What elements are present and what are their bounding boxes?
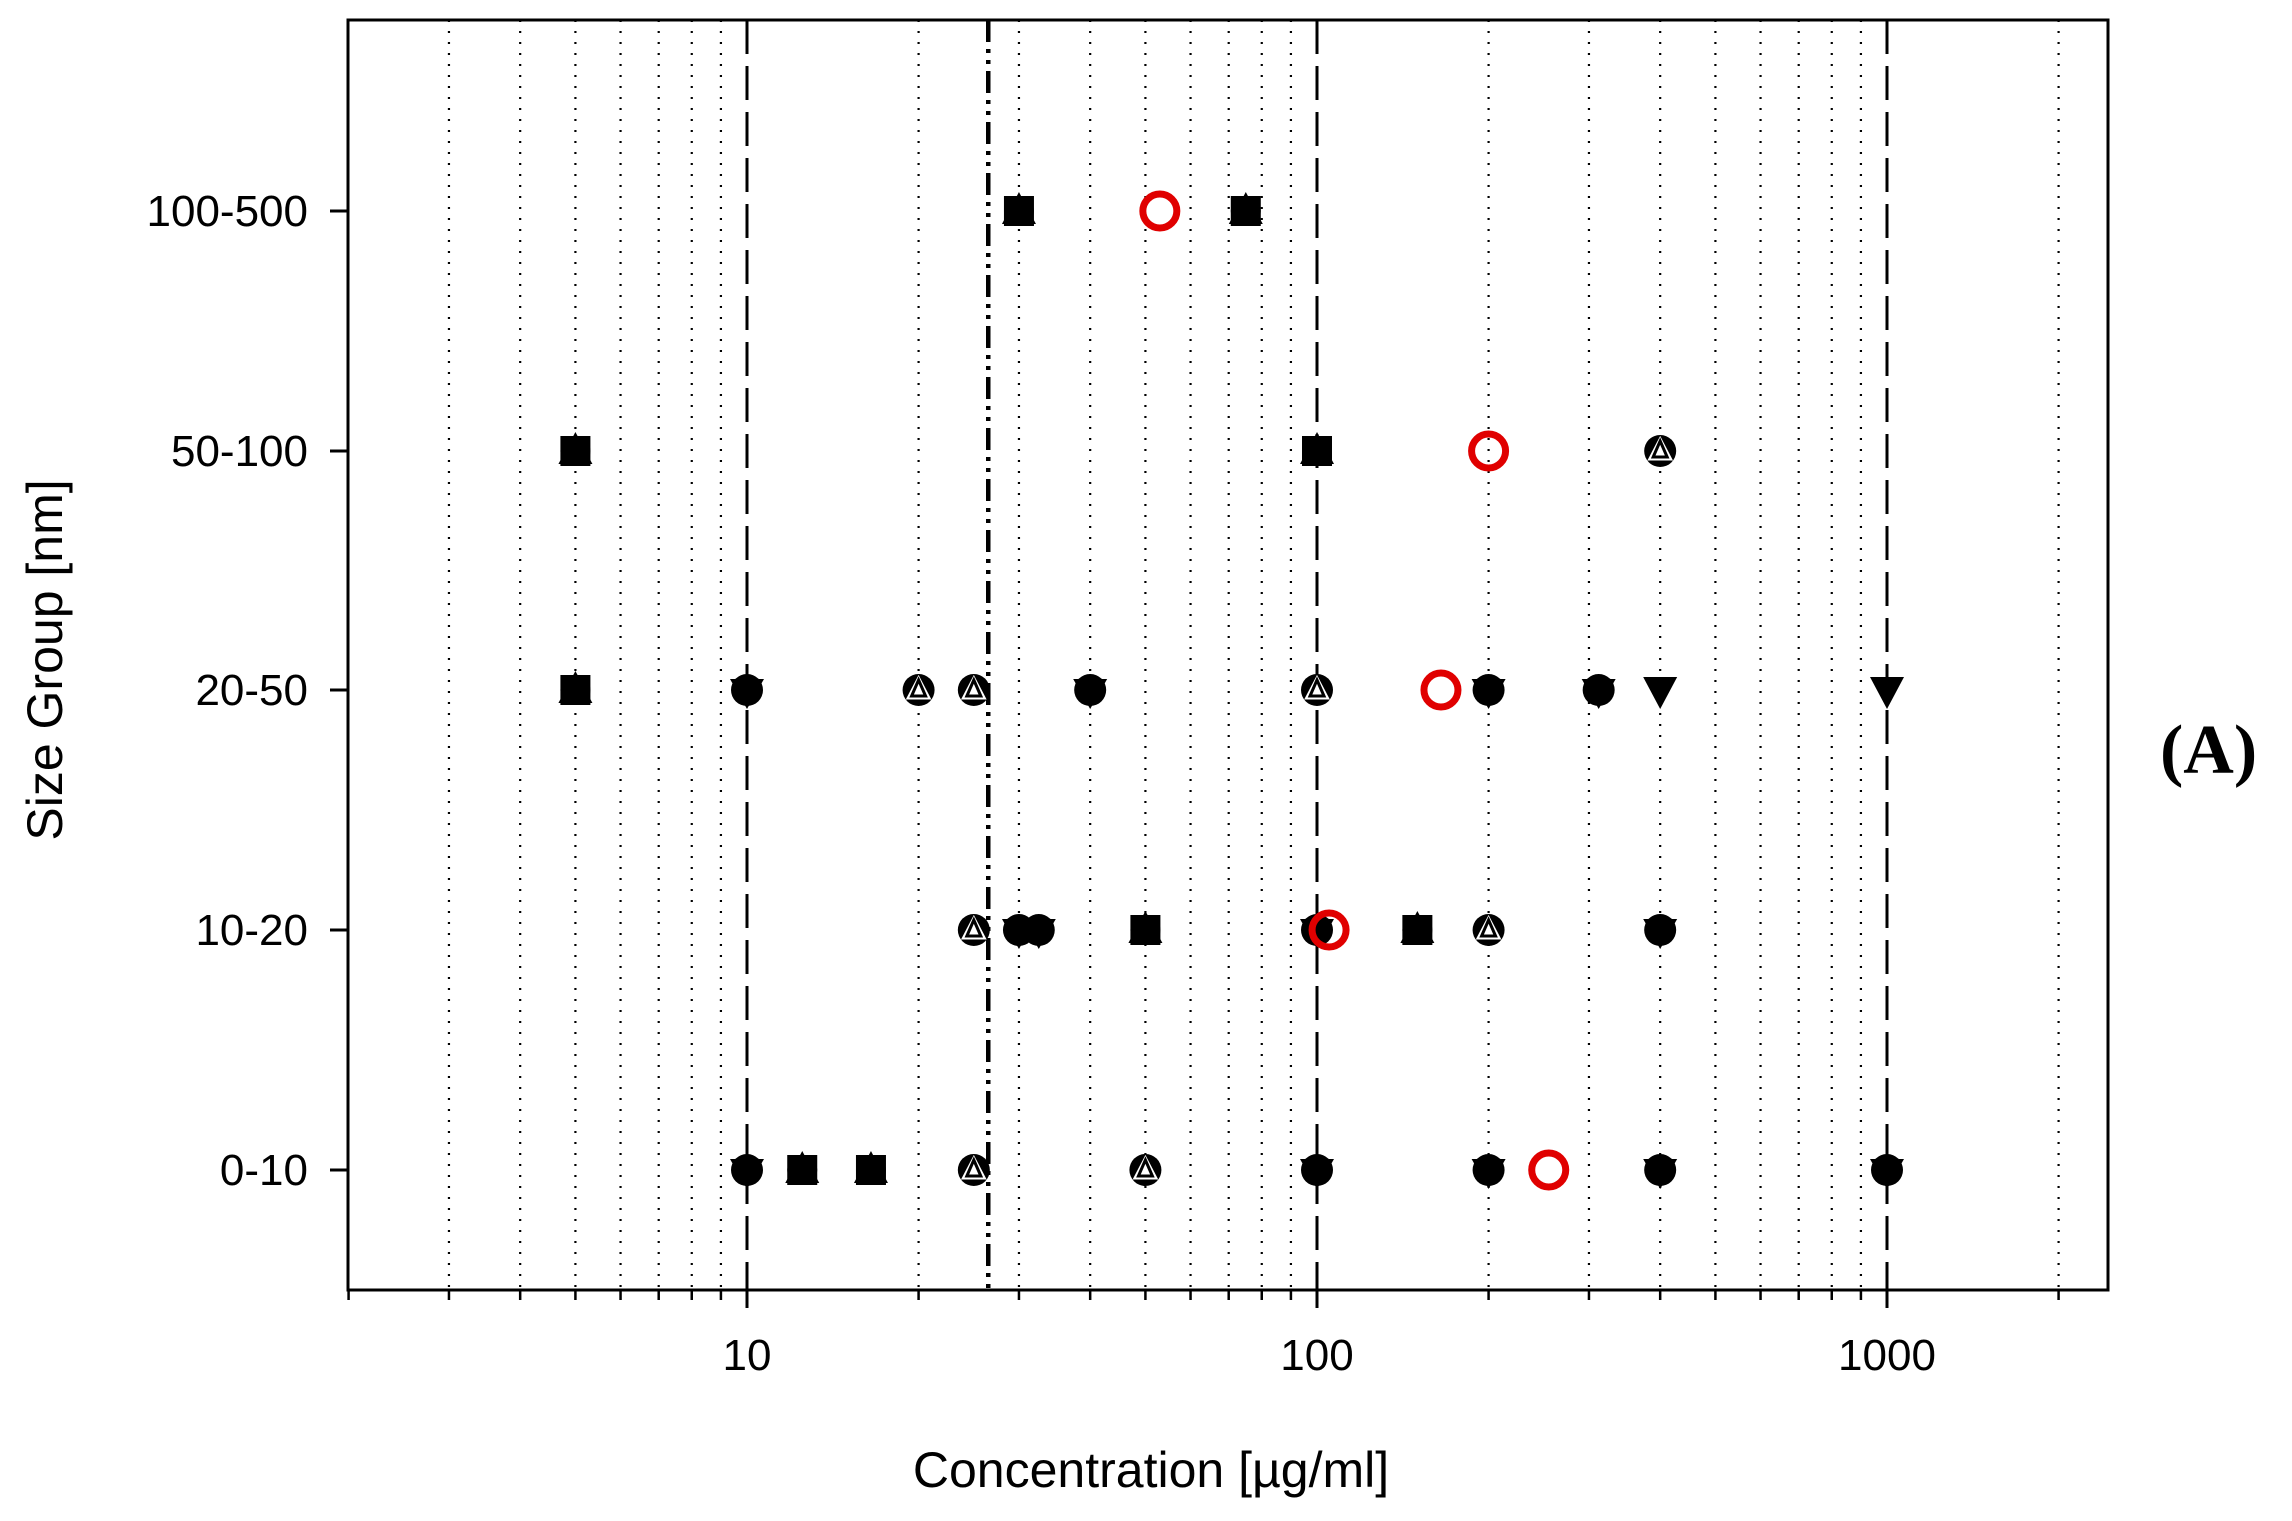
axis-ticks: 10 100 1000 0-10 10-20 20-50 50-100 100-500 bbox=[147, 187, 2060, 1380]
data-point-red-open-circle bbox=[1308, 909, 1350, 951]
marker-triangle bbox=[785, 1151, 820, 1183]
data-point-filled-circle bbox=[730, 1154, 764, 1189]
data-point-filled-circle bbox=[1870, 1154, 1904, 1189]
data-point-filled-circle bbox=[1073, 674, 1108, 709]
data-point-open-triangle bbox=[1472, 914, 1505, 946]
data-point-filled-square bbox=[1128, 911, 1163, 945]
y-tick-label: 50-100 bbox=[171, 427, 308, 476]
data-point-filled-circle bbox=[1021, 914, 1056, 949]
marker-triangle bbox=[1228, 192, 1263, 224]
data-point-open-triangle bbox=[957, 674, 990, 706]
marker-triangle bbox=[1400, 911, 1435, 943]
data-point-filled-circle bbox=[1300, 1154, 1334, 1189]
marker-open-triangle-outline bbox=[1136, 1156, 1155, 1178]
data-point-open-triangle bbox=[957, 914, 990, 946]
data-point-filled-circle bbox=[1581, 674, 1616, 709]
marker-triangle bbox=[1471, 679, 1506, 709]
data-point-red-open-circle bbox=[1139, 190, 1181, 232]
y-axis-label: Size Group [nm] bbox=[17, 479, 73, 840]
data-point-open-triangle bbox=[957, 1154, 990, 1186]
marker-open-triangle-outline bbox=[964, 1156, 984, 1178]
marker-triangle bbox=[1643, 1159, 1678, 1189]
data-point-filled-triangle-down bbox=[1870, 677, 1904, 709]
data-point-filled-square bbox=[1001, 192, 1036, 226]
x-tick-label: 10 bbox=[723, 1331, 772, 1380]
data-point-filled-circle bbox=[1471, 674, 1506, 709]
marker-triangle bbox=[1128, 911, 1163, 943]
data-point-filled-square bbox=[558, 671, 593, 705]
data-markers bbox=[558, 190, 1904, 1191]
marker-open-triangle-outline bbox=[964, 676, 984, 698]
y-tick-label: 10-20 bbox=[195, 906, 308, 955]
panel-label: (A) bbox=[2160, 712, 2257, 789]
marker-triangle bbox=[1870, 1159, 1904, 1189]
reference-lines bbox=[745, 20, 1889, 1290]
data-point-filled-square bbox=[785, 1151, 820, 1185]
y-tick-label: 0-10 bbox=[220, 1146, 308, 1195]
marker-open-triangle-outline bbox=[909, 676, 928, 698]
data-point-filled-square bbox=[853, 1151, 888, 1185]
marker-open-triangle-outline bbox=[1650, 437, 1670, 459]
x-tick-label: 1000 bbox=[1838, 1331, 1936, 1380]
data-point-filled-square bbox=[1228, 192, 1263, 226]
marker-triangle bbox=[853, 1151, 888, 1183]
data-point-red-open-circle bbox=[1468, 430, 1510, 472]
data-point-filled-circle bbox=[1643, 1154, 1678, 1189]
marker-triangle bbox=[1073, 679, 1108, 709]
data-point-open-triangle bbox=[1301, 674, 1333, 706]
marker-triangle bbox=[558, 671, 593, 703]
marker-triangle bbox=[1643, 919, 1678, 949]
data-point-open-triangle bbox=[1129, 1154, 1162, 1186]
data-point-filled-circle bbox=[1643, 914, 1678, 949]
marker-open-triangle-outline bbox=[1479, 916, 1498, 938]
marker-triangle bbox=[1300, 432, 1334, 464]
data-point-filled-circle bbox=[730, 674, 764, 709]
data-point-filled-triangle-down bbox=[1643, 677, 1678, 709]
marker-triangle bbox=[558, 432, 593, 464]
marker-triangle bbox=[1001, 192, 1036, 224]
marker-open-triangle-outline bbox=[1307, 676, 1327, 698]
marker-open-triangle-outline bbox=[964, 916, 984, 938]
data-point-filled-square bbox=[1400, 911, 1435, 945]
data-point-open-triangle bbox=[902, 674, 935, 706]
data-point-filled-square bbox=[558, 432, 593, 466]
marker-triangle bbox=[730, 1159, 764, 1189]
data-point-open-triangle bbox=[1644, 435, 1677, 467]
y-tick-label: 100-500 bbox=[147, 187, 308, 236]
y-tick-label: 20-50 bbox=[195, 666, 308, 715]
data-point-filled-square bbox=[1300, 432, 1334, 466]
data-point-red-open-circle bbox=[1420, 669, 1462, 711]
marker-triangle bbox=[730, 679, 764, 709]
x-axis-label: Concentration [µg/ml] bbox=[913, 1442, 1389, 1498]
x-tick-label: 100 bbox=[1280, 1331, 1353, 1380]
data-point-filled-circle bbox=[1300, 914, 1334, 949]
marker-triangle bbox=[1300, 919, 1334, 949]
marker-triangle bbox=[1300, 1159, 1334, 1189]
marker-triangle bbox=[1021, 919, 1056, 949]
marker-triangle bbox=[1471, 1159, 1506, 1189]
data-point-filled-circle bbox=[1471, 1154, 1506, 1189]
marker-triangle bbox=[1581, 679, 1616, 709]
data-point-red-open-circle bbox=[1528, 1149, 1570, 1191]
